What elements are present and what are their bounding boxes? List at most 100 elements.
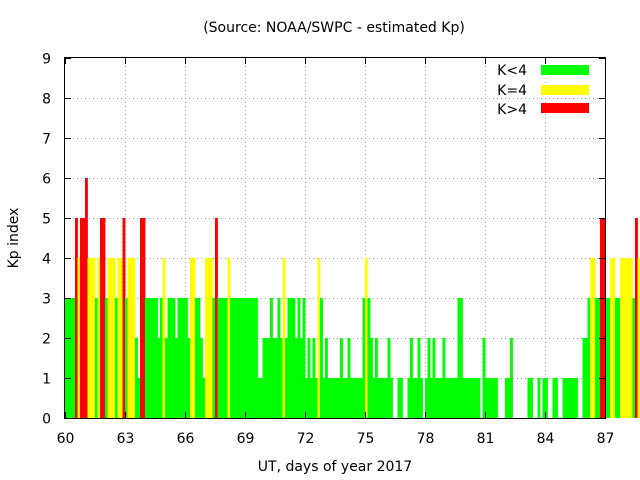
kp-bar [67,298,71,418]
kp-bar [320,298,323,418]
kp-bar [505,378,508,418]
kp-bar [427,338,431,418]
kp-bar [185,298,188,418]
kp-bar [340,338,343,418]
kp-bar [112,258,116,418]
x-tick-label: 69 [237,431,255,447]
kp-bar [235,298,238,418]
legend: K<4 K=4 K>4 [497,63,589,118]
kp-bar [257,378,261,418]
x-tick-label: 60 [57,431,75,447]
kp-bar [337,378,341,418]
y-tick-label: 0 [42,412,51,428]
kp-bar [190,258,193,418]
kp-bar [630,258,633,418]
kp-bar [365,258,368,418]
kp-bar [120,258,123,418]
kp-bar [267,338,271,418]
kp-bar [440,378,443,418]
kp-bar [172,298,176,418]
kp-bar [530,378,533,418]
y-tick-label: 1 [42,372,51,388]
kp-bar [162,258,166,418]
kp-bar [127,258,131,418]
kp-bar [467,378,471,418]
kp-bar [385,378,388,418]
kp-bar [425,378,428,418]
kp-bar [287,298,291,418]
kp-bar [202,378,206,418]
kp-bar [300,338,303,418]
kp-bar [610,258,613,418]
y-tick-label: 4 [42,252,51,268]
kp-bar [542,378,546,418]
kp-bar [302,298,306,418]
kp-bar [217,298,221,418]
kp-bar [437,378,441,418]
kp-bar [345,378,348,418]
kp-bar [195,298,198,418]
kp-bar [152,298,156,418]
x-tick-label: 63 [117,431,135,447]
kp-bar [252,298,256,418]
kp-bar [590,258,593,418]
kp-bar [582,338,586,418]
y-tick-label: 9 [42,52,51,68]
kp-bar [182,298,186,418]
kp-bar [507,378,511,418]
grid-lines [65,58,605,418]
kp-bar [215,218,218,418]
kp-bar [370,338,373,418]
kp-bar [375,338,378,418]
kp-bar [205,258,208,418]
kp-bar [75,218,78,418]
kp-bar [607,298,611,418]
kp-bar [495,378,498,418]
x-tick-label: 87 [597,431,615,447]
kp-bar [377,378,381,418]
kp-bar [200,338,203,418]
kp-bar [237,298,241,418]
kp-bar [452,378,456,418]
kp-bar [230,298,233,418]
kp-bar [180,298,183,418]
kp-bar [420,378,423,418]
kp-bar [102,218,106,418]
kp-bar [527,378,531,418]
kp-bar [620,258,623,418]
kp-bar [390,378,393,418]
kp-bar [227,258,231,418]
legend-swatch-k-equal-4 [541,85,589,95]
kp-bar [242,298,246,418]
y-tick-label: 3 [42,292,51,308]
kp-bar [212,298,216,418]
kp-bar [587,298,591,418]
kp-bar [545,378,548,418]
kp-bar [325,338,328,418]
x-axis-label: UT, days of year 2017 [258,459,412,475]
kp-bar [207,258,211,418]
x-tick-label: 66 [177,431,195,447]
kp-bar [277,298,281,418]
kp-bar [77,258,81,418]
plot-frame [64,57,606,419]
kp-bar [475,378,478,418]
kp-bar [175,338,178,418]
kp-bar [470,378,473,418]
kp-bar [327,378,331,418]
kp-bar [355,378,358,418]
kp-bar [95,298,98,418]
kp-bar [147,298,151,418]
kp-bar [350,378,353,418]
kp-bar [360,378,363,418]
kp-bar [295,338,298,418]
kp-bar [140,218,143,418]
kp-bar [155,298,158,418]
kp-bar [335,378,338,418]
kp-bar [315,378,318,418]
kp-bar [537,378,541,418]
kp-bar [247,298,251,418]
kp-bar [117,258,121,418]
